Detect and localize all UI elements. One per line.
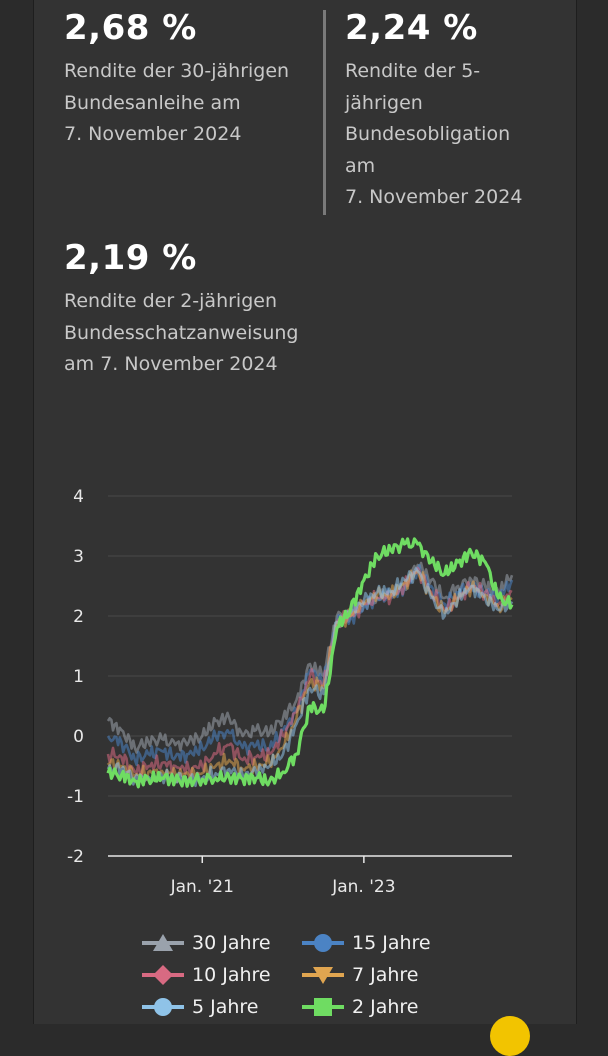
kpi-value: 2,19 % bbox=[64, 238, 197, 278]
legend-marker-icon bbox=[142, 934, 184, 951]
kpi-value: 2,68 % bbox=[64, 8, 197, 48]
y-tick-label: 2 bbox=[73, 607, 84, 627]
legend-label: 5 Jahre bbox=[192, 996, 259, 1018]
legend-marker-icon bbox=[302, 967, 344, 984]
kpi-30-year: 2,68 % Rendite der 30-jährigen Bundesanl… bbox=[64, 8, 289, 151]
content-panel bbox=[33, 0, 577, 1024]
yield-chart[interactable]: 4 3 2 1 0 -1 -2 Jan. '21 Jan. '23 bbox=[0, 470, 608, 910]
kpi-value: 2,24 % bbox=[345, 8, 478, 48]
kpi-5-year: 2,24 % Rendite der 5- jährigen Bundesobl… bbox=[345, 8, 522, 214]
legend-marker-icon bbox=[142, 998, 184, 1016]
legend-item[interactable]: 15 Jahre bbox=[300, 932, 431, 954]
y-tick-label: 3 bbox=[73, 547, 84, 567]
legend-item[interactable]: 2 Jahre bbox=[300, 996, 419, 1018]
kpi-2-year: 2,19 % Rendite der 2-jährigen Bundesscha… bbox=[64, 238, 298, 381]
y-tick-label: -2 bbox=[67, 847, 84, 867]
legend-label: 15 Jahre bbox=[352, 932, 431, 954]
legend-item[interactable]: 10 Jahre bbox=[140, 964, 271, 986]
kpi-description: Rendite der 5- jährigen Bundesobligation… bbox=[345, 60, 523, 208]
brand-badge bbox=[490, 1016, 530, 1056]
series-line-30-jahre bbox=[106, 561, 514, 754]
legend-marker-icon bbox=[302, 998, 344, 1016]
x-tick-label: Jan. '23 bbox=[331, 877, 395, 897]
kpi-description: Rendite der 30-jährigen Bundesanleihe am… bbox=[64, 60, 290, 145]
y-tick-label: 1 bbox=[73, 667, 84, 687]
legend-label: 2 Jahre bbox=[352, 996, 419, 1018]
y-tick-label: 4 bbox=[73, 487, 84, 507]
legend-item[interactable]: 7 Jahre bbox=[300, 964, 419, 986]
kpi-divider bbox=[323, 10, 326, 215]
legend-label: 7 Jahre bbox=[352, 964, 419, 986]
x-tick-label: Jan. '21 bbox=[170, 877, 234, 897]
y-tick-label: 0 bbox=[73, 727, 84, 747]
y-tick-label: -1 bbox=[67, 787, 84, 807]
kpi-description: Rendite der 2-jährigen Bundesschatzanwei… bbox=[64, 290, 299, 375]
legend-label: 30 Jahre bbox=[192, 932, 271, 954]
legend-marker-icon bbox=[302, 934, 344, 952]
legend-item[interactable]: 5 Jahre bbox=[140, 996, 259, 1018]
legend-label: 10 Jahre bbox=[192, 964, 271, 986]
legend-item[interactable]: 30 Jahre bbox=[140, 932, 271, 954]
legend-marker-icon bbox=[142, 965, 184, 985]
series-line-2-jahre bbox=[106, 537, 514, 789]
series-line-15-jahre bbox=[106, 563, 514, 767]
